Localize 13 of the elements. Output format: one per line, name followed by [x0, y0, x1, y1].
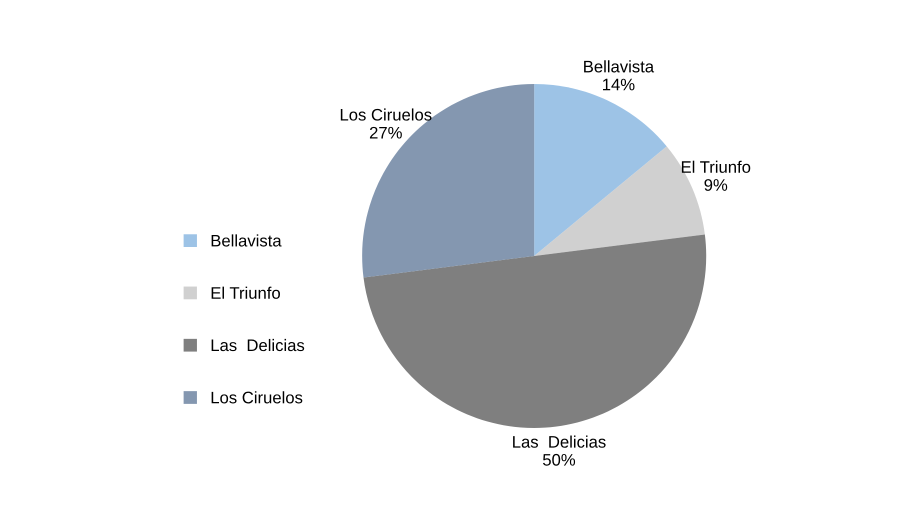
data-label: 50% — [542, 454, 576, 466]
slice-label: Bellavista — [584, 60, 654, 72]
data-label: 9% — [704, 179, 728, 191]
legend-label: Bellavista — [212, 234, 282, 247]
data-label: 27% — [370, 126, 402, 139]
legend-label: Los Ciruelos — [212, 391, 302, 404]
legend-label: Las Delicias — [212, 338, 304, 352]
slice-label: Las Delicias — [513, 436, 606, 448]
pie-slice — [364, 234, 706, 428]
data-label: 14% — [603, 78, 634, 90]
legend-label: El Triunfo — [212, 286, 280, 299]
slice-label: El Triunfo — [682, 160, 750, 173]
slice-label: Los Ciruelos — [340, 108, 432, 121]
